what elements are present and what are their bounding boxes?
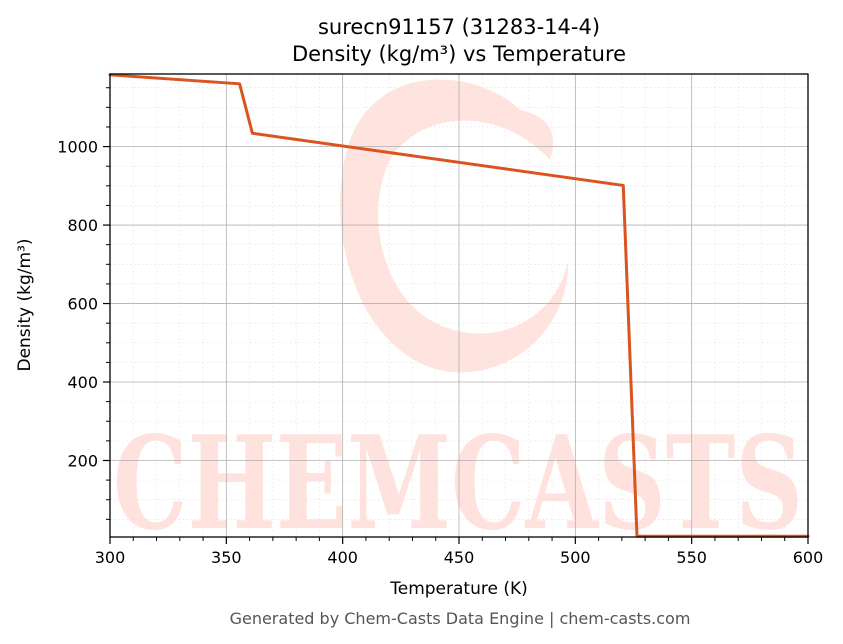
- x-tick-label: 550: [676, 548, 707, 567]
- tick-labels: 300 350 400 450 500 550 600 200 400 600 800 1000: [57, 138, 823, 567]
- x-tick-label: 300: [95, 548, 126, 567]
- y-tick-label: 1000: [57, 138, 98, 157]
- chart-title-line2: Density (kg/m³) vs Temperature: [292, 42, 626, 66]
- chart-title-line1: surecn91157 (31283-14-4): [318, 15, 600, 39]
- x-tick-label: 600: [793, 548, 824, 567]
- watermark: CHEMCASTS: [113, 79, 803, 559]
- footer-credit: Generated by Chem-Casts Data Engine | ch…: [230, 609, 691, 628]
- watermark-swirl-logo: [340, 79, 569, 373]
- axis-ticks: [103, 87, 809, 544]
- x-axis-label: Temperature (K): [389, 579, 528, 599]
- x-tick-label: 450: [444, 548, 475, 567]
- series-layer: [108, 73, 810, 538]
- y-tick-label: 600: [67, 295, 98, 314]
- x-tick-label: 400: [327, 548, 358, 567]
- y-axis-label: Density (kg/m³): [15, 238, 35, 371]
- x-tick-label: 500: [560, 548, 591, 567]
- x-tick-label: 350: [211, 548, 242, 567]
- y-tick-label: 800: [67, 216, 98, 235]
- density-series-line: [108, 73, 810, 538]
- watermark-text: CHEMCASTS: [113, 409, 803, 559]
- y-tick-label: 200: [67, 451, 98, 470]
- y-tick-label: 400: [67, 373, 98, 392]
